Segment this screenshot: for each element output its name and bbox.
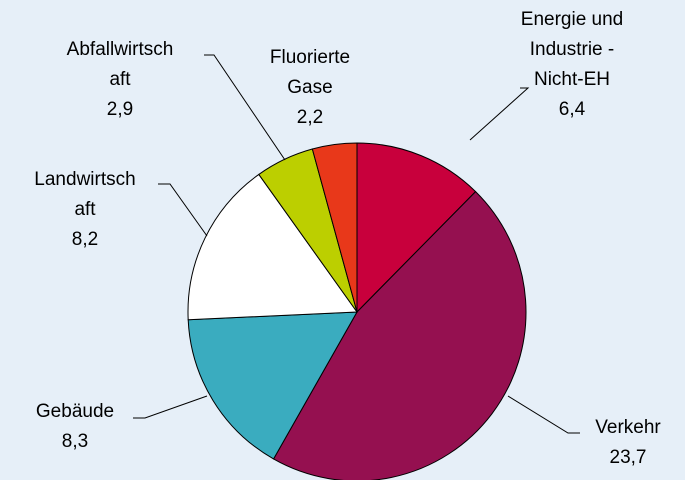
value-label: 2,2	[297, 107, 323, 128]
slice-label: Gase	[287, 77, 332, 98]
slice-label: Industrie -	[530, 39, 614, 60]
leader-line	[469, 87, 530, 141]
slice-label: Energie und	[521, 9, 623, 30]
value-label: 23,7	[610, 447, 647, 468]
leader-line	[158, 183, 208, 237]
pie-slice	[187, 311, 358, 460]
leader-line	[133, 395, 208, 419]
leader-line	[204, 54, 286, 161]
slice-label: aft	[109, 69, 131, 90]
slice-label: aft	[74, 199, 96, 220]
pie-slice	[311, 142, 358, 313]
pie-slice	[356, 142, 477, 314]
value-label: 8,2	[72, 229, 98, 250]
value-label: 2,9	[107, 99, 133, 120]
slice-label: Abfallwirtsch	[67, 39, 174, 60]
leader-line	[507, 395, 580, 434]
slice-label: Fluorierte	[270, 47, 350, 68]
pie-slice	[187, 173, 358, 321]
slice-label: Verkehr	[595, 417, 661, 438]
slice-label: Gebäude	[36, 401, 114, 422]
value-label: 8,3	[62, 431, 88, 452]
slice-label: Landwirtsch	[34, 169, 135, 190]
value-label: 6,4	[559, 99, 586, 120]
slice-label: Nicht-EH	[534, 69, 610, 90]
